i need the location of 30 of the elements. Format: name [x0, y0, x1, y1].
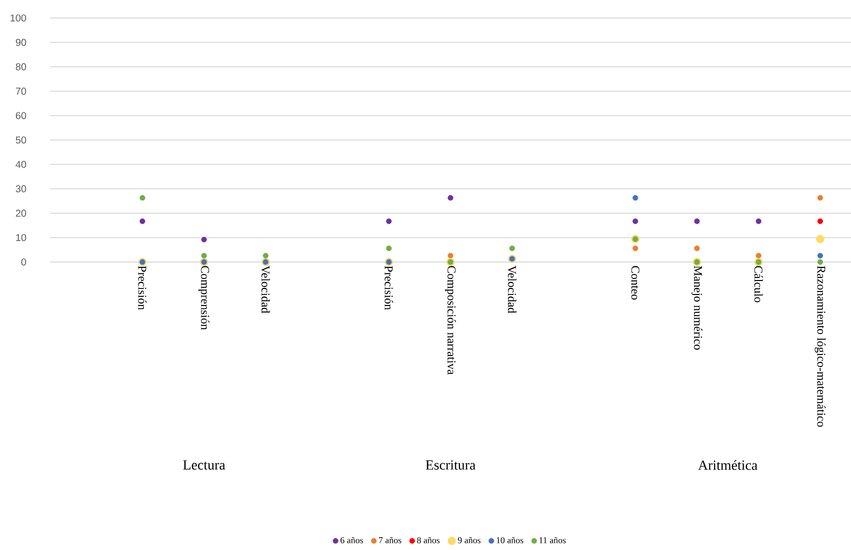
text: Aritmética: [698, 460, 758, 470]
x-tick-label: Razonamiento lógico-matemático: [814, 266, 826, 427]
y-tick-label: 90: [16, 38, 26, 46]
y-tick-label: 40: [16, 160, 26, 168]
y-tick-label: 70: [16, 88, 26, 95]
y-tick-label: 10: [16, 234, 26, 242]
x-tick-label: Composición narrativa: [445, 266, 456, 375]
x-tick-label: Cálculo: [754, 266, 763, 302]
legend-label: 11 años: [540, 537, 566, 544]
text: Lectura: [183, 460, 226, 470]
x-tick-label: Conteo: [631, 266, 640, 300]
legend-label: 8 años: [417, 537, 440, 544]
y-tick-label: 20: [16, 210, 26, 217]
legend-label: 6 años: [340, 537, 363, 544]
text: Escritura: [426, 460, 476, 470]
y-tick-label: 0: [21, 258, 26, 266]
legend-label: 10 años: [496, 537, 524, 544]
y-tick-label: 50: [16, 136, 26, 144]
x-tick-label: Velocidad: [508, 266, 516, 314]
x-tick-label: Comprensión: [198, 266, 210, 330]
x-tick-label: Precisión: [384, 266, 394, 310]
y-tick-label: 60: [16, 112, 26, 120]
x-tick-label: Manejo numérico: [692, 266, 702, 350]
legend-label: 9 años: [458, 537, 480, 544]
x-tick-label: Velocidad: [261, 266, 270, 314]
x-tick-label: Precisión: [138, 266, 147, 310]
legend-label: 7 años: [379, 537, 402, 544]
y-tick-label: 80: [16, 63, 26, 70]
y-tick-label: 30: [16, 185, 26, 192]
y-tick-label: 100: [10, 14, 26, 22]
